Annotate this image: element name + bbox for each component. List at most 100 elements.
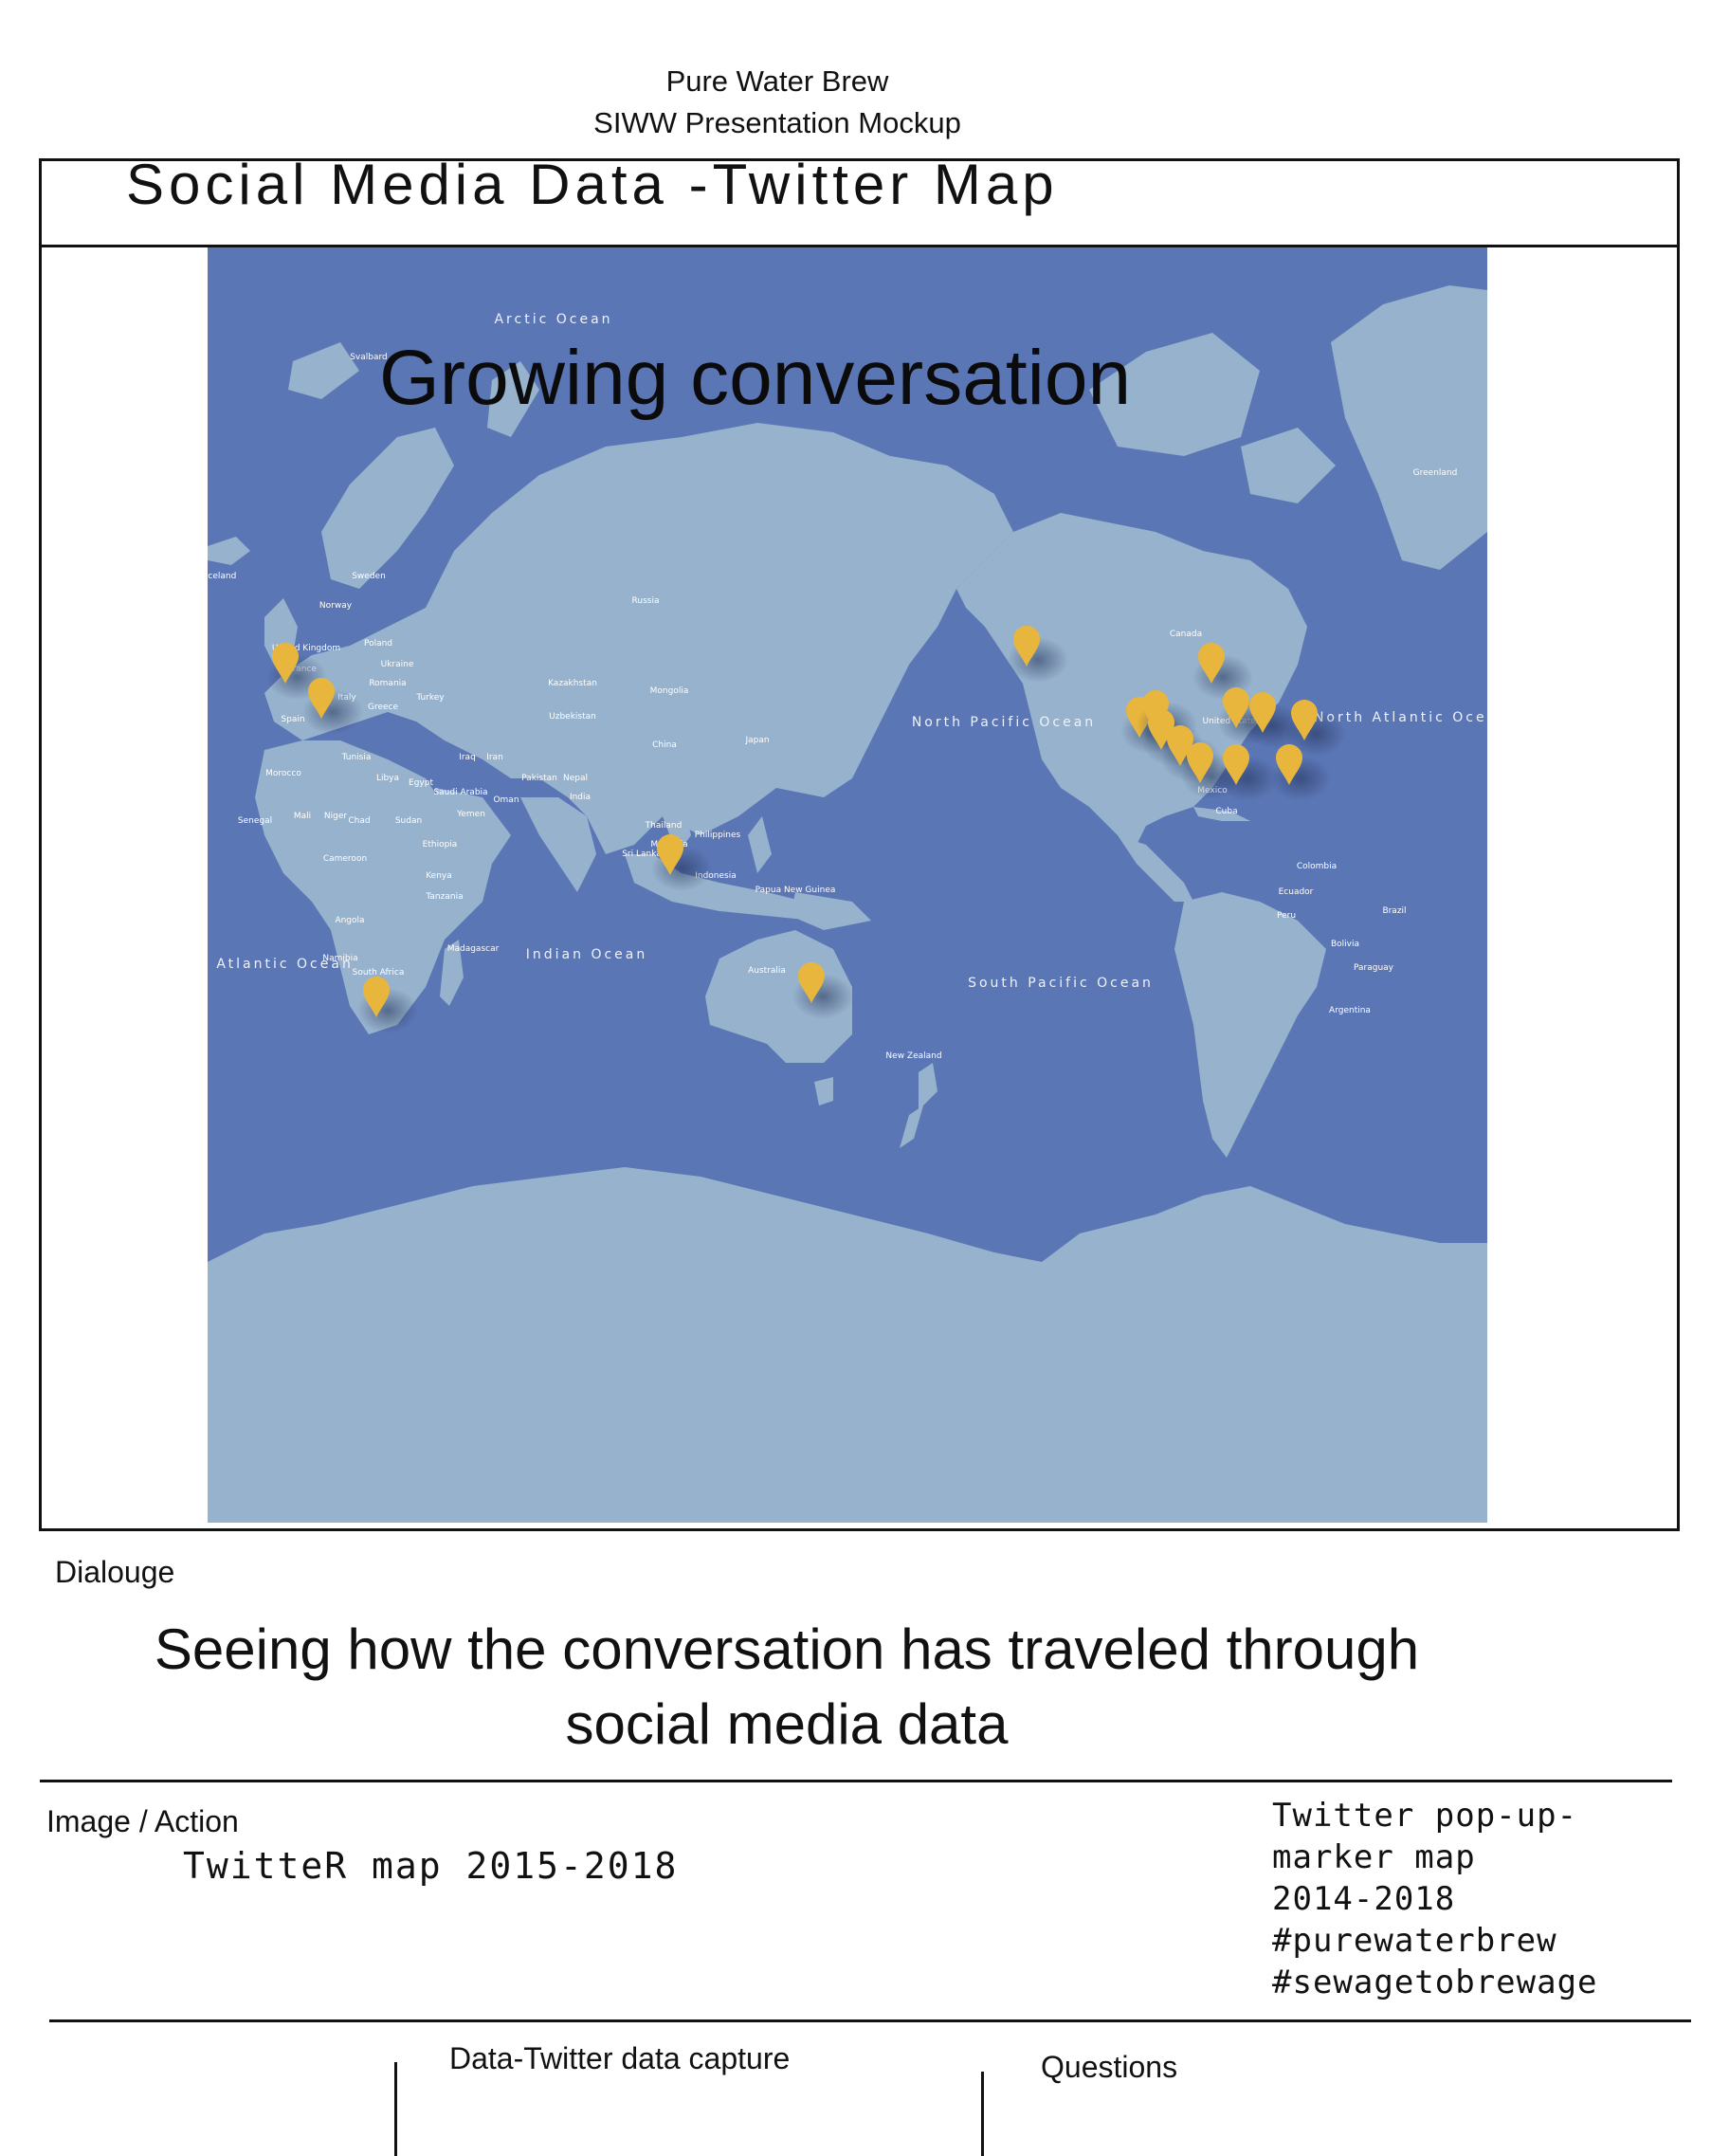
place-label-peru: Peru [1277,911,1296,921]
land-arabia [435,788,511,864]
image-action-value: TwitteR map 2015-2018 [183,1845,679,1887]
place-label-romania: Romania [369,679,406,688]
map-marker-australia[interactable] [792,962,853,1019]
place-label-norway: Norway [319,601,353,611]
dialogue-line-1: Seeing how the conversation has traveled… [154,1617,1420,1681]
place-label-ecuador: Ecuador [1279,887,1314,897]
land-svalbard [288,342,359,399]
place-label-sri-lanka: Sri Lanka [622,850,662,859]
place-label-turkey: Turkey [415,693,445,703]
ocean-label-south-atlantic: South Atlantic Ocean [208,957,354,972]
place-label-canada: Canada [1170,630,1202,639]
marker-pin-icon[interactable] [1223,687,1249,728]
slide-title: Social Media Data -Twitter Map [126,153,1059,216]
place-label-united-kingdom: United Kingdom [272,644,340,653]
place-label-thailand: Thailand [645,821,683,831]
land-south-america [1174,892,1326,1158]
ocean-label-north-atlantic: North Atlantic Ocean [1314,710,1487,725]
place-label-tunisia: Tunisia [341,753,372,762]
ocean-label-indian: Indian Ocean [526,947,647,962]
place-label-sudan: Sudan [395,816,422,826]
map-marker-south-africa[interactable] [357,977,418,1033]
landmasses [208,285,1487,1523]
marker-pin-icon[interactable] [1167,725,1193,766]
notes-line-3: 2014-2018 [1272,1880,1456,1918]
place-label-pakistan: Pakistan [521,774,557,783]
place-label-kenya: Kenya [426,871,452,881]
marker-pin-icon[interactable] [272,643,299,684]
marker-pin-icon[interactable] [657,834,683,875]
marker-pin-icon[interactable] [1291,700,1318,740]
marker-pin-icon[interactable] [1223,744,1249,785]
place-label-china: China [652,740,677,750]
land-japan [724,674,767,750]
place-label-egypt: Egypt [409,778,433,788]
place-label-iran: Iran [486,753,503,762]
dialogue-line-2: social media data [565,1692,1009,1756]
map-marker-alaska[interactable] [1008,626,1068,683]
map-marker-malaysia[interactable] [651,834,712,891]
questions-label: Questions [1041,2050,1178,2084]
place-label-philippines: Philippines [695,831,741,840]
land-eurasia [264,423,1013,854]
map-overlay-title: Growing conversation [379,335,1132,421]
land-africa [255,740,492,1034]
marker-pin-icon[interactable] [1276,744,1302,785]
marker-pin-icon[interactable] [1249,692,1276,733]
place-label-chad: Chad [348,816,370,826]
place-label-indonesia: Indonesia [695,871,737,881]
marker-layer [266,626,1346,1033]
land-central-america [1118,835,1193,902]
place-label-angola: Angola [335,916,364,925]
place-label-madagascar: Madagascar [447,944,500,954]
map-marker-us-great-lakes[interactable] [1285,700,1346,757]
place-label-cuba: Cuba [1215,807,1237,816]
notes-line-1: Twitter pop-up- [1272,1797,1578,1835]
place-label-india: India [570,793,591,802]
slide-frame [39,158,1680,1531]
map-marker-us-southeast[interactable] [1270,744,1331,801]
place-label-russia: Russia [632,596,660,606]
land-madagascar [440,940,464,1006]
ocean-label-south-pacific: South Pacific Ocean [968,976,1154,991]
column-divider-1 [394,2062,397,2156]
marker-pin-icon[interactable] [1198,643,1225,684]
place-label-colombia: Colombia [1297,862,1337,871]
marker-pin-icon[interactable] [1148,709,1174,750]
place-label-namibia: Namibia [322,954,357,963]
header-subtitle: SIWW Presentation Mockup [593,106,961,139]
dialogue-label: Dialouge [55,1555,175,1589]
section-divider-2 [49,2019,1691,2022]
place-label-japan: Japan [744,736,769,745]
land-scandinavia [321,428,454,589]
land-antarctica [208,1167,1487,1523]
marker-pin-icon[interactable] [308,678,335,719]
data-capture-label: Data-Twitter data capture [449,2041,791,2075]
notes-line-2: marker map [1272,1838,1476,1876]
place-label-spain: Spain [281,715,304,724]
place-label-oman: Oman [493,795,519,805]
marker-pin-icon[interactable] [1013,626,1040,667]
world-map[interactable]: Arctic Ocean North Pacific Ocean North A… [208,247,1487,1523]
marker-pin-icon[interactable] [798,962,825,1003]
land-cuba [1193,807,1250,821]
marker-pin-icon[interactable] [363,977,390,1017]
place-label-uzbekistan: Uzbekistan [549,712,596,722]
marker-pin-icon[interactable] [1187,742,1213,783]
ocean-label-north-pacific: North Pacific Ocean [912,715,1096,730]
map-marker-france[interactable] [302,678,363,735]
notes-line-5: #sewagetobrewage [1272,1964,1598,2001]
map-marker-us-east[interactable] [1217,744,1278,801]
ocean-label-arctic: Arctic Ocean [494,312,612,327]
place-label-libya: Libya [376,774,399,783]
place-label-paraguay: Paraguay [1354,963,1394,973]
notes-line-4: #purewaterbrew [1272,1922,1557,1960]
place-label-svalbard: Svalbard [350,353,388,362]
notes-block: Twitter pop-up- marker map 2014-2018 #pu… [1272,1795,1598,2003]
image-action-label: Image / Action [46,1804,239,1838]
place-label-nepal: Nepal [563,774,588,783]
dialogue-text: Seeing how the conversation has traveled… [57,1612,1517,1762]
place-label-greece: Greece [368,703,398,712]
place-label-mali: Mali [294,812,311,821]
header-project-name: Pure Water Brew [665,64,889,98]
